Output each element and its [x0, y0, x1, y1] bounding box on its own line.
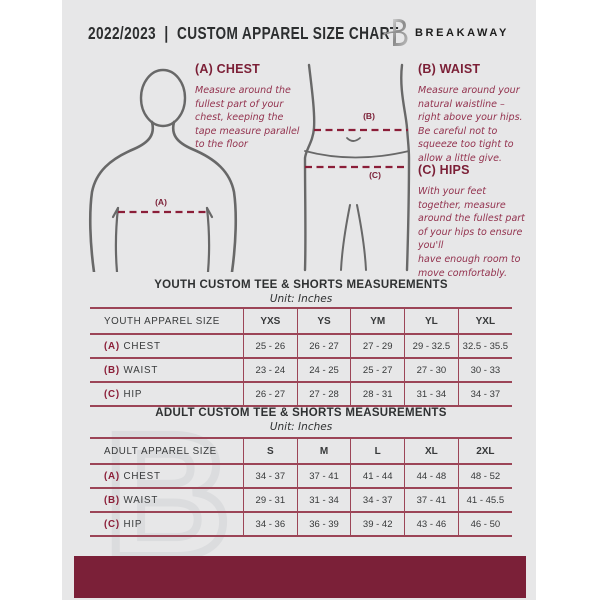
row-label: (C) HIP: [104, 388, 143, 400]
size-label: L: [350, 438, 405, 464]
size-header-row: ADULT APPAREL SIZE S M L XL 2XL: [90, 438, 512, 464]
row-label: (B) WAIST: [104, 364, 159, 376]
measurement-value: 41 - 44: [350, 464, 405, 488]
chest-guide-text: Measure around the fullest part of your …: [195, 85, 300, 151]
measurement-value: 24 - 25: [296, 358, 351, 382]
row-label: (B) WAIST: [104, 494, 159, 506]
measurement-value: 27 - 28: [296, 382, 351, 406]
measurement-value: 46 - 50: [457, 512, 512, 536]
measurement-value: 27 - 30: [404, 358, 459, 382]
adult-measurements-table: ADULT APPAREL SIZE S M L XL 2XL (A) CHEST 34 - …: [90, 437, 512, 537]
measurement-value: 29 - 32.5: [404, 334, 459, 358]
size-column-header: ADULT APPAREL SIZE: [104, 445, 217, 457]
hips-guide-title: (C) HIPS: [418, 163, 470, 177]
measurement-value: 39 - 42: [350, 512, 405, 536]
measurement-row: (A) CHEST 34 - 37 37 - 41 41 - 44 44 - 48 48 …: [90, 464, 512, 488]
size-label: YXS: [243, 308, 298, 334]
measurement-value: 41 - 45.5: [457, 488, 512, 512]
breakaway-b-logo-icon: [383, 19, 408, 46]
size-column-header: YOUTH APPAREL SIZE: [104, 315, 220, 327]
measurement-value: 48 - 52: [457, 464, 512, 488]
youth-measurements-table: YOUTH APPAREL SIZE YXS YS YM YL YXL (A) CHEST 2…: [90, 307, 512, 407]
measurement-row: (B) WAIST 29 - 31 31 - 34 34 - 37 37 - 41 41 …: [90, 488, 512, 512]
size-label: YM: [350, 308, 405, 334]
measurement-value: 37 - 41: [296, 464, 351, 488]
row-key: (B): [104, 494, 120, 506]
measurement-value: 34 - 37: [350, 488, 405, 512]
youth-table-unit: Unit: Inches: [269, 293, 333, 305]
measurement-value: 25 - 27: [350, 358, 405, 382]
size-label: YL: [404, 308, 459, 334]
chest-figure-illustration: [88, 68, 238, 272]
row-key: (A): [104, 470, 120, 482]
chart-page: 2022/2023 | CUSTOM APPAREL SIZE CHART BR…: [62, 0, 536, 600]
footer-bar: [74, 556, 526, 598]
measurement-value: 26 - 27: [243, 382, 298, 406]
size-label: S: [243, 438, 298, 464]
chest-marker-label: (A): [155, 197, 167, 207]
measurement-value: 29 - 31: [243, 488, 298, 512]
youth-table-title: YOUTH CUSTOM TEE & SHORTS MEASUREMENTS: [154, 279, 448, 291]
measurement-value: 31 - 34: [404, 382, 459, 406]
size-label: 2XL: [457, 438, 512, 464]
measurement-value: 32.5 - 35.5: [457, 334, 512, 358]
row-key: (A): [104, 340, 120, 352]
size-label: YXL: [457, 308, 512, 334]
measurement-value: 37 - 41: [404, 488, 459, 512]
waist-guide-text: Measure around your natural waistline – …: [418, 85, 523, 164]
row-label: (C) HIP: [104, 518, 143, 530]
brand-name: BREAKAWAY: [415, 27, 509, 39]
measurement-row: (C) HIP 34 - 36 36 - 39 39 - 42 43 - 46 46 - …: [90, 512, 512, 536]
row-key: (B): [104, 364, 120, 376]
measurement-value: 23 - 24: [243, 358, 298, 382]
measurement-value: 27 - 29: [350, 334, 405, 358]
size-label: M: [296, 438, 351, 464]
measurement-value: 43 - 46: [404, 512, 459, 536]
measurement-value: 34 - 37: [243, 464, 298, 488]
measurement-value: 31 - 34: [296, 488, 351, 512]
row-key: (C): [104, 518, 120, 530]
measurement-value: 28 - 31: [350, 382, 405, 406]
row-key: (C): [104, 388, 120, 400]
measurement-row: (A) CHEST 25 - 26 26 - 27 27 - 29 29 - 32.5 3…: [90, 334, 512, 358]
waist-marker-label: (B): [363, 111, 375, 121]
hips-guide-text: With your feet together, measure around …: [418, 186, 525, 279]
measurement-value: 26 - 27: [296, 334, 351, 358]
row-label: (A) CHEST: [104, 470, 161, 482]
measurement-value: 44 - 48: [404, 464, 459, 488]
size-header-row: YOUTH APPAREL SIZE YXS YS YM YL YXL: [90, 308, 512, 334]
brand-lockup: BREAKAWAY: [382, 17, 532, 51]
adult-table-title: ADULT CUSTOM TEE & SHORTS MEASUREMENTS: [155, 407, 447, 419]
measurement-value: 34 - 37: [457, 382, 512, 406]
measurement-value: 34 - 36: [243, 512, 298, 536]
measurement-value: 36 - 39: [296, 512, 351, 536]
row-label: (A) CHEST: [104, 340, 161, 352]
chest-guide-title: (A) CHEST: [195, 62, 260, 76]
hips-marker-label: (C): [369, 170, 381, 180]
size-label: YS: [296, 308, 351, 334]
measurement-value: 25 - 26: [243, 334, 298, 358]
measurement-row: (B) WAIST 23 - 24 24 - 25 25 - 27 27 - 30 30 …: [90, 358, 512, 382]
waist-hips-figure-illustration: [303, 63, 411, 272]
adult-table-unit: Unit: Inches: [269, 421, 333, 433]
waist-guide-title: (B) WAIST: [418, 62, 481, 76]
document-title: 2022/2023 | CUSTOM APPAREL SIZE CHART: [88, 23, 399, 43]
measurement-row: (C) HIP 26 - 27 27 - 28 28 - 31 31 - 34 34 - …: [90, 382, 512, 406]
size-label: XL: [404, 438, 459, 464]
measurement-value: 30 - 33: [457, 358, 512, 382]
